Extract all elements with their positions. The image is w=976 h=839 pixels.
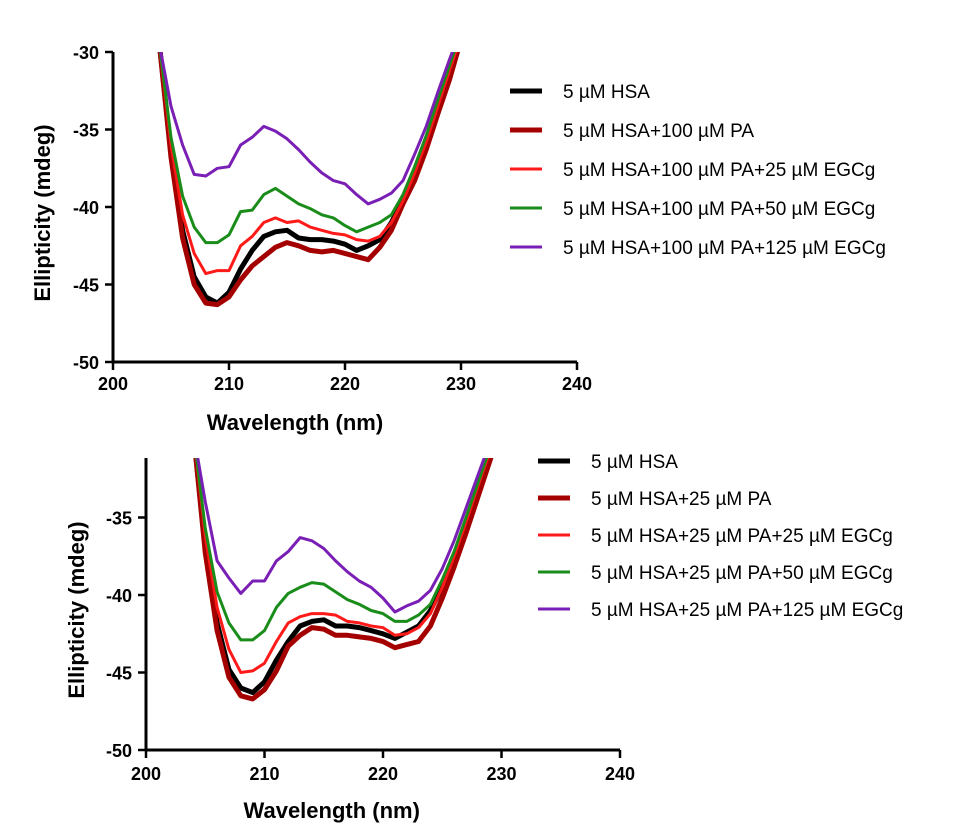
series-line-3	[194, 458, 490, 674]
x-tick-label: 230	[486, 764, 516, 784]
legend-label-5: 5 µM HSA+25 µM PA+125 µM EGCg	[591, 600, 903, 621]
y-tick-label: -35	[73, 121, 99, 141]
chart-panel-bottom: 200 210 220 230 240 -35 -40 -45 -50 Wavelength (n…	[64, 452, 903, 823]
x-tick-label: 200	[131, 764, 161, 784]
series-line-5	[159, 52, 454, 206]
y-axis-title: Ellipticity (mdeg)	[30, 124, 55, 301]
series-line-2	[157, 52, 461, 308]
y-tick-label: -40	[73, 198, 99, 218]
x-axis-title: Wavelength (nm)	[244, 798, 420, 823]
x-tick-label: 230	[446, 374, 476, 394]
y-tick-label: -50	[106, 741, 132, 761]
series-group	[193, 458, 494, 702]
legend-label-3: 5 µM HSA+25 µM PA+25 µM EGCg	[591, 526, 893, 547]
x-tick-label: 210	[249, 764, 279, 784]
x-tick-label: 240	[605, 764, 635, 784]
series-line-2	[193, 458, 494, 702]
legend-label-2: 5 µM HSA+25 µM PA	[591, 489, 772, 510]
series-line-5	[196, 458, 486, 614]
legend-label-2: 5 µM HSA+100 µM PA	[563, 121, 754, 142]
legend-label-3: 5 µM HSA+100 µM PA+25 µM EGCg	[563, 160, 875, 181]
legend-label-1: 5 µM HSA	[591, 452, 678, 473]
y-tick-label: -45	[73, 276, 99, 296]
x-axis-title: Wavelength (nm)	[207, 410, 383, 435]
chart-panel-top: 200 210 220 230 240 -30 -35 -40 -45 -50 Wavelength…	[30, 43, 886, 435]
y-tick-label: -35	[106, 509, 132, 529]
panel-overlap-mask	[0, 440, 976, 458]
x-tick-label: 210	[214, 374, 244, 394]
legend-label-4: 5 µM HSA+25 µM PA+50 µM EGCg	[591, 563, 893, 584]
y-axis-title: Ellipticity (mdeg)	[64, 521, 89, 698]
legend-label-5: 5 µM HSA+100 µM PA+125 µM EGCg	[563, 238, 886, 259]
series-line-4	[195, 458, 489, 642]
legend-label-1: 5 µM HSA	[563, 82, 650, 103]
series-line-4	[158, 52, 456, 245]
x-tick-label: 220	[368, 764, 398, 784]
legend-label-4: 5 µM HSA+100 µM PA+50 µM EGCg	[563, 199, 875, 220]
x-tick-label: 200	[98, 374, 128, 394]
x-tick-label: 220	[330, 374, 360, 394]
y-tick-label: -45	[106, 664, 132, 684]
series-group	[157, 52, 461, 308]
y-tick-label: -40	[106, 586, 132, 606]
series-line-3	[158, 52, 458, 276]
y-tick-label: -30	[73, 43, 99, 63]
y-tick-label: -50	[73, 353, 99, 373]
x-tick-label: 240	[562, 374, 592, 394]
legend: 5 µM HSA 5 µM HSA+25 µM PA 5 µM HSA+25 µM …	[538, 452, 903, 621]
legend: 5 µM HSA 5 µM HSA+100 µM PA 5 µM HSA+100 µ…	[510, 82, 886, 259]
